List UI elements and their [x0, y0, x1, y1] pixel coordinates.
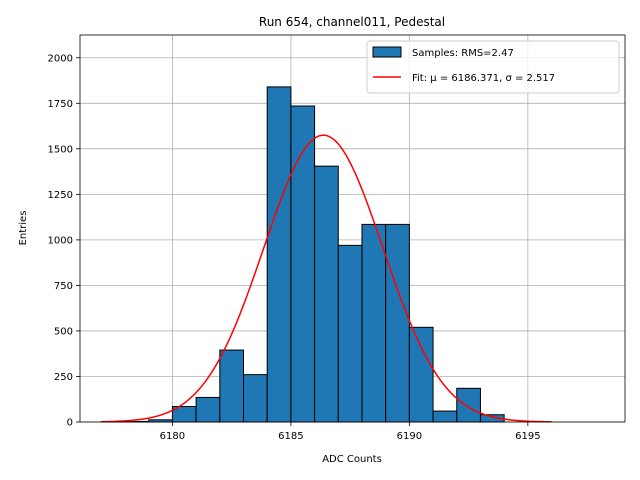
x-tick-label: 6195: [515, 431, 540, 442]
legend-histogram-label: Samples: RMS=2.47: [412, 48, 514, 59]
histogram-bar: [361, 223, 387, 423]
histogram-bar: [337, 244, 363, 423]
histogram-bar: [314, 165, 339, 423]
y-tick-label: 2000: [48, 53, 73, 64]
histogram-bar: [243, 374, 268, 423]
histogram-bar: [408, 326, 434, 423]
y-tick-label: 250: [54, 372, 73, 383]
legend-box: [366, 40, 620, 94]
histogram-bar: [456, 387, 481, 423]
y-axis-ticks: 0 250 500 750 1000 1250 1500 1750 2000: [48, 53, 80, 429]
histogram-bar: [385, 223, 410, 423]
histogram-bar: [219, 349, 245, 423]
x-tick-label: 6190: [397, 431, 422, 442]
legend: Samples: RMS=2.47 Fit: μ = 6186.371, σ =…: [366, 40, 620, 94]
plot-frame: [79, 34, 626, 423]
y-tick-label: 1000: [48, 235, 73, 246]
histogram-bar: [195, 396, 221, 423]
legend-histogram-swatch: [372, 46, 402, 58]
y-axis-label: Entries: [18, 211, 29, 246]
x-axis-label: ADC Counts: [322, 454, 382, 465]
chart-title: Run 654, channel011, Pedestal: [259, 15, 445, 29]
y-tick-label: 500: [54, 326, 73, 337]
y-tick-label: 1500: [48, 144, 73, 155]
fit-curve-group: [101, 134, 552, 423]
x-tick-label: 6185: [278, 431, 303, 442]
y-tick-label: 0: [67, 418, 73, 429]
histogram-bar: [266, 86, 292, 423]
histogram-bar: [290, 105, 316, 423]
legend-fit-label: Fit: μ = 6186.371, σ = 2.517: [412, 73, 555, 84]
y-tick-label: 1750: [48, 99, 73, 110]
y-tick-label: 1250: [48, 190, 73, 201]
x-tick-label: 6180: [160, 431, 185, 442]
x-axis-ticks: 6180 6185 6190 6195: [160, 422, 541, 442]
fit-curve: [101, 134, 552, 423]
histogram-bar: [432, 410, 458, 423]
y-tick-label: 750: [54, 281, 73, 292]
